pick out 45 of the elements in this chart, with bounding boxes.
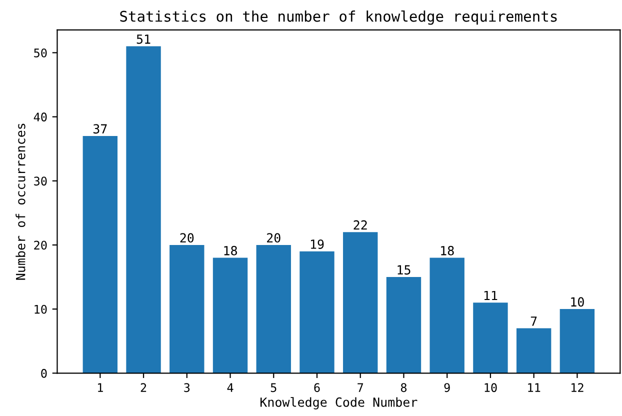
x-axis-title: Knowledge Code Number bbox=[260, 397, 418, 410]
bar bbox=[343, 232, 378, 374]
bar bbox=[516, 328, 552, 374]
y-tick-label: 50 bbox=[34, 48, 47, 58]
bar bbox=[430, 258, 464, 374]
data-label: 37 bbox=[93, 124, 107, 134]
y-tick-label: 10 bbox=[34, 304, 47, 314]
y-tick-label: 20 bbox=[34, 240, 47, 250]
data-label: 7 bbox=[530, 316, 537, 326]
y-tick-label: 0 bbox=[41, 368, 47, 378]
bar bbox=[560, 309, 595, 374]
y-axis-title: Number of occurrences bbox=[16, 124, 26, 280]
data-label: 15 bbox=[398, 265, 410, 275]
bar bbox=[82, 136, 118, 374]
x-tick-label: 10 bbox=[484, 383, 497, 392]
data-label: 18 bbox=[224, 246, 237, 256]
x-tick-label: 12 bbox=[572, 383, 584, 392]
bar bbox=[386, 277, 422, 374]
x-tick-label: 9 bbox=[444, 383, 450, 392]
data-label: 18 bbox=[441, 246, 454, 256]
x-tick-label: 3 bbox=[184, 383, 190, 392]
bar bbox=[126, 46, 161, 374]
bar bbox=[256, 244, 291, 374]
data-label: 51 bbox=[136, 34, 150, 44]
x-tick-label: 5 bbox=[270, 383, 276, 392]
data-label: 19 bbox=[310, 240, 324, 249]
x-tick-label: 4 bbox=[227, 383, 234, 392]
data-label: 11 bbox=[484, 290, 498, 300]
chart-title: Statistics on the number of knowledge requirements bbox=[120, 10, 557, 25]
data-label: 22 bbox=[354, 220, 367, 230]
data-label: 20 bbox=[267, 233, 280, 243]
x-tick-label: 7 bbox=[358, 383, 364, 392]
x-tick-label: 1 bbox=[98, 383, 103, 392]
bar bbox=[170, 244, 204, 374]
x-tick-label: 8 bbox=[400, 383, 407, 392]
data-label: 20 bbox=[180, 233, 194, 243]
y-tick-label: 40 bbox=[34, 112, 47, 122]
bar bbox=[212, 258, 248, 374]
x-tick-label: 6 bbox=[314, 383, 320, 392]
bar bbox=[300, 251, 334, 374]
data-label: 10 bbox=[571, 297, 584, 307]
x-tick-label: 11 bbox=[528, 383, 540, 392]
bar bbox=[473, 302, 508, 374]
x-tick-label: 2 bbox=[140, 383, 146, 392]
y-tick-label: 30 bbox=[34, 176, 47, 186]
